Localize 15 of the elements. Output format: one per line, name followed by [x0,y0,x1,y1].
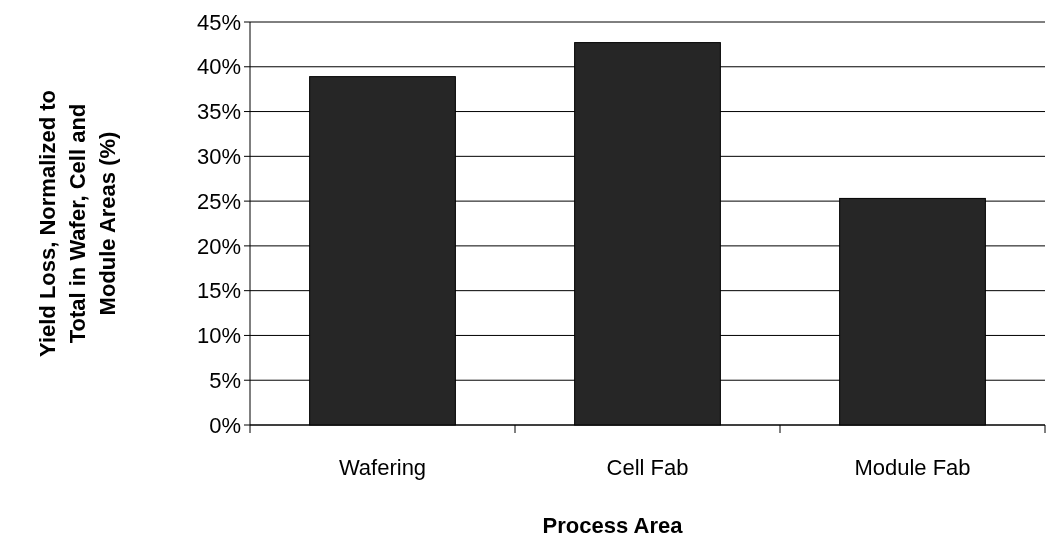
y-tick-label: 30% [196,144,241,170]
y-axis-title: Yield Loss, Normalized to Total in Wafer, Cell and Module Areas (%) [35,90,120,357]
y-tick-label: 25% [196,188,241,214]
y-tick-label: 20% [196,233,241,259]
x-tick-label: Cell Fab [606,455,689,480]
x-axis-title: Process Area [542,513,684,538]
y-tick-label: 35% [196,99,241,125]
x-tick-label: Module Fab [854,455,971,480]
y-tick-label: 0% [209,412,241,438]
y-tick-label: 5% [209,367,241,393]
y-tick-label: 40% [196,54,241,80]
y-tick-label: 10% [196,323,241,349]
y-tick-label: 15% [196,278,241,304]
x-tick-label: Wafering [338,455,427,480]
y-tick-label: 45% [196,9,241,35]
